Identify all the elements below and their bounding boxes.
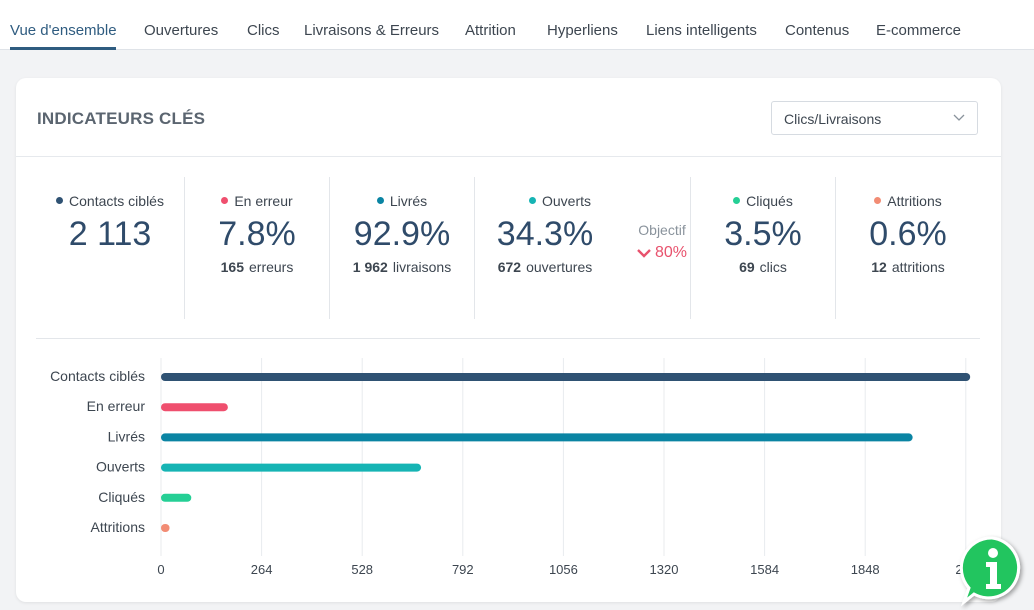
tab-overview[interactable]: Vue d'ensemble [10, 22, 117, 39]
kpi-unit: ouvertures [526, 259, 593, 275]
kpi-delivered: Livrés 92.9% 1 962 livraisons [330, 177, 474, 319]
kpi-separator [329, 177, 330, 319]
legend-dot [528, 197, 536, 204]
card-title: INDICATEURS CLÉS [37, 109, 206, 128]
objective-percent: 80% [654, 244, 688, 261]
kpi-value: 34.3% [496, 215, 594, 253]
open-rate-objective: Objectif 80% [617, 222, 707, 262]
category-label: Attritions [91, 519, 145, 535]
chevron-down-icon [637, 249, 651, 258]
info-icon [959, 536, 1021, 607]
tab-bar: Vue d'ensemble Ouvertures Clics Livraiso… [0, 0, 1034, 50]
kpi-separator [474, 177, 475, 319]
kpi-count: 672 [497, 259, 522, 275]
section-divider [36, 338, 980, 339]
tab-deliveries-errors[interactable]: Livraisons & Erreurs [304, 22, 440, 39]
category-label: En erreur [87, 398, 146, 414]
x-tick-label: 1056 [549, 562, 578, 577]
metric-selector[interactable]: Clics/Livraisons [771, 101, 978, 135]
kpi-label: Livrés [389, 193, 428, 209]
kpi-separator [690, 177, 691, 319]
kpi-clicked: Cliqués 3.5% 69 clics [691, 177, 835, 319]
kpi-unit: attritions [891, 259, 945, 275]
x-tick-label: 1320 [650, 562, 679, 577]
x-tick-label: 264 [251, 562, 273, 577]
metric-selector-value: Clics/Livraisons [784, 111, 882, 127]
kpi-unit: livraisons [392, 259, 452, 275]
chevron-down-icon [953, 114, 965, 121]
tab-attrition[interactable]: Attrition [465, 22, 516, 39]
legend-dot [221, 197, 229, 204]
kpi-label: Contacts ciblés [69, 193, 164, 209]
kpi-count: 12 [871, 259, 887, 275]
kpi-unit: clics [759, 259, 787, 275]
x-tick-label: 1584 [750, 562, 779, 577]
category-label: Livrés [108, 428, 145, 444]
category-label: Ouverts [96, 459, 145, 475]
kpi-attritions: Attritions 0.6% 12 attritions [836, 177, 980, 319]
card-header: INDICATEURS CLÉS Clics/Livraisons [16, 78, 1001, 157]
legend-dot [56, 197, 64, 204]
kpi-targeted-contacts: Contacts ciblés 2 113 [36, 177, 184, 319]
kpi-value: 2 113 [68, 215, 152, 253]
kpi-count: 1 962 [352, 259, 388, 275]
kpi-row: Contacts ciblés 2 113 En erreur 7.8% 165… [36, 177, 980, 319]
category-label: Contacts ciblés [50, 368, 145, 384]
kpi-value: 0.6% [869, 215, 947, 253]
category-label: Cliqués [98, 489, 145, 505]
kpi-label: Attritions [887, 193, 942, 209]
tab-clicks[interactable]: Clics [247, 22, 280, 39]
kpi-count: 69 [739, 259, 755, 275]
kpi-label: Ouverts [541, 193, 591, 209]
kpi-value: 92.9% [353, 215, 451, 253]
kpi-value: 7.8% [218, 215, 296, 253]
tab-opens[interactable]: Ouvertures [144, 22, 219, 39]
key-indicators-card: INDICATEURS CLÉS Clics/Livraisons Contac… [16, 78, 1001, 602]
x-tick-label: 0 [157, 562, 164, 577]
legend-dot [733, 197, 741, 204]
tab-smart-links[interactable]: Liens intelligents [646, 22, 757, 39]
kpi-errors: En erreur 7.8% 165 erreurs [185, 177, 329, 319]
active-tab-indicator [10, 47, 116, 50]
objective-label: Objectif [638, 222, 686, 238]
help-chat-button[interactable] [958, 534, 1034, 610]
kpi-unit: erreurs [249, 259, 294, 275]
kpi-value: 3.5% [724, 215, 802, 253]
kpi-label: Cliqués [746, 193, 793, 209]
tab-ecommerce[interactable]: E-commerce [876, 22, 962, 39]
kpi-separator [184, 177, 185, 319]
kpi-opened: Ouverts 34.3% 672 ouvertures [475, 177, 615, 319]
objective-value: 80% [617, 244, 707, 262]
kpi-label: En erreur [234, 193, 293, 209]
tab-contents[interactable]: Contenus [785, 22, 850, 39]
x-tick-label: 792 [452, 562, 474, 577]
indicators-bar-chart: 02645287921056132015841848211Contacts ci… [50, 358, 976, 577]
legend-dot [874, 197, 882, 204]
x-tick-label: 1848 [851, 562, 880, 577]
tab-hyperlinks[interactable]: Hyperliens [547, 22, 618, 39]
kpi-count: 165 [220, 259, 244, 275]
legend-dot [376, 197, 384, 204]
kpi-separator [835, 177, 836, 319]
x-tick-label: 528 [351, 562, 373, 577]
